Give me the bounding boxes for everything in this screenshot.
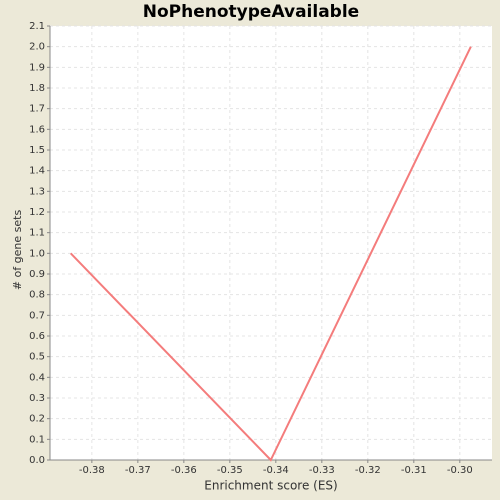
y-tick-label: 0.4 xyxy=(29,372,45,383)
chart-title: NoPhenotypeAvailable xyxy=(143,2,359,22)
x-tick-label: -0.38 xyxy=(79,465,105,476)
y-tick-label: 1.6 xyxy=(29,124,45,135)
y-tick-label: 1.7 xyxy=(29,104,45,115)
y-tick-label: 2.0 xyxy=(29,42,45,53)
y-tick-label: 0.0 xyxy=(29,455,45,466)
y-tick-label: 1.1 xyxy=(29,228,45,239)
x-tick-label: -0.35 xyxy=(217,465,243,476)
data-line xyxy=(69,46,472,462)
x-tick-label: -0.37 xyxy=(125,465,151,476)
y-tick-label: 0.2 xyxy=(29,414,45,425)
y-tick-label: 0.8 xyxy=(29,290,45,301)
y-tick-label: 0.1 xyxy=(29,434,45,445)
y-tick-label: 1.3 xyxy=(29,186,45,197)
y-tick-label: 1.4 xyxy=(29,166,45,177)
y-tick-label: 0.6 xyxy=(29,331,45,342)
x-tick-label: -0.34 xyxy=(263,465,289,476)
y-tick-label: 1.8 xyxy=(29,83,45,94)
y-axis-label: # of gene sets xyxy=(11,210,24,291)
x-tick-label: -0.31 xyxy=(401,465,427,476)
x-axis-label: Enrichment score (ES) xyxy=(204,479,337,493)
y-tick-label: 0.3 xyxy=(29,393,45,404)
y-tick-label: 2.1 xyxy=(29,21,45,32)
x-tick-label: -0.32 xyxy=(355,465,381,476)
y-tick-label: 1.2 xyxy=(29,207,45,218)
y-tick-label: 1.0 xyxy=(29,248,45,259)
y-tick-label: 1.5 xyxy=(29,145,45,156)
y-tick-label: 1.9 xyxy=(29,62,45,73)
x-tick-label: -0.30 xyxy=(447,465,473,476)
y-tick-label: 0.9 xyxy=(29,269,45,280)
y-tick-label: 0.7 xyxy=(29,310,45,321)
y-tick-label: 0.5 xyxy=(29,352,45,363)
plot-area xyxy=(50,26,492,460)
x-tick-label: -0.33 xyxy=(309,465,335,476)
x-tick-label: -0.36 xyxy=(171,465,197,476)
